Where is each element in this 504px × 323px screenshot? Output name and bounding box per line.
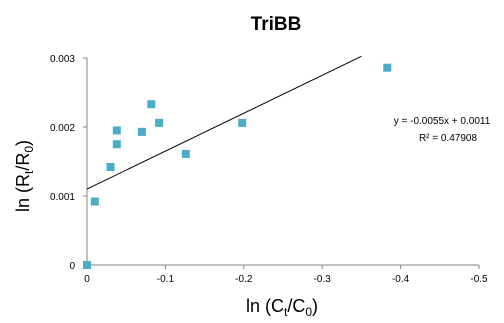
data-point [83, 261, 91, 269]
x-ticks: 0 -0.1 -0.2 -0.3 -0.4 -0.5 [84, 265, 488, 285]
data-point [112, 126, 121, 135]
x-tick-label: -0.2 [235, 274, 253, 285]
y-tick-label: 0 [69, 261, 75, 272]
x-label-part-2: /C [287, 296, 305, 316]
trendline-r-squared: R² = 0.47908 [419, 133, 478, 144]
data-point [137, 127, 146, 136]
x-axis-label: ln (Ct/C0) [246, 296, 318, 319]
y-tick-label: 0.003 [50, 54, 75, 65]
x-label-sub-1: t [284, 305, 288, 319]
x-tick-label: -0.5 [470, 274, 488, 285]
data-point [147, 100, 156, 109]
x-label-part-1: ln (C [246, 296, 284, 316]
data-points [83, 63, 392, 269]
y-ticks: 0 0.001 0.002 0.003 [50, 54, 87, 272]
trendline-equation: y = -0.0055x + 0.0011 [394, 116, 491, 127]
y-label-part-3: ) [13, 140, 33, 146]
svg-text:ln (Rt/R0): ln (Rt/R0) [13, 140, 36, 212]
axes [86, 58, 479, 266]
x-tick-label: -0.3 [314, 274, 332, 285]
data-point [181, 149, 190, 158]
x-label-part-3: ) [312, 296, 318, 316]
trendline-group [86, 55, 362, 190]
y-label-part-1: ln (R [13, 174, 33, 212]
y-axis-label: ln (Rt/R0) [13, 140, 36, 212]
x-tick-label: 0 [84, 274, 90, 285]
trendline [86, 55, 362, 190]
data-point [383, 63, 392, 72]
data-point [155, 118, 164, 127]
chart-title: TriBB [251, 14, 302, 35]
x-tick-label: -0.4 [392, 274, 410, 285]
x-label-sub-2: 0 [305, 305, 312, 319]
data-point [238, 118, 247, 127]
data-point [112, 140, 121, 149]
x-tick-label: -0.1 [157, 274, 175, 285]
data-point [90, 197, 99, 206]
data-point [106, 163, 115, 172]
y-label-sub-1: t [22, 170, 36, 174]
y-tick-label: 0.001 [50, 192, 75, 203]
y-label-part-2: /R [13, 153, 33, 171]
y-tick-label: 0.002 [50, 123, 75, 134]
y-label-sub-2: 0 [22, 146, 36, 153]
